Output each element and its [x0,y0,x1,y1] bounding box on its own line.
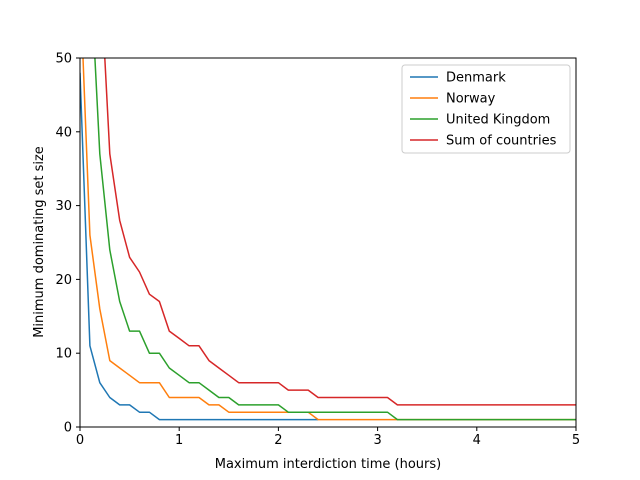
legend-box [401,64,571,154]
y-axis: 0 10 20 30 40 50 [55,52,80,436]
series-line-0 [80,72,319,421]
x-axis: 0 1 2 3 4 5 [76,427,580,448]
x-tick-label: 3 [373,433,381,448]
legend: Denmark Norway United Kingdom Sum of countr… [401,64,571,154]
y-tick-label: 10 [55,347,72,362]
x-tick-label: 0 [76,433,84,448]
x-tick-label: 2 [274,433,282,448]
series-line-3 [104,58,576,406]
y-axis-label: Minimum dominating set size [32,146,47,338]
y-tick-label: 40 [55,125,72,140]
legend-label-2: United Kingdom [446,113,550,128]
y-tick-label: 30 [55,199,72,214]
legend-label-3: Sum of countries [446,134,557,149]
legend-label-1: Norway [446,92,496,107]
plot-lines [80,58,576,421]
x-tick-label: 1 [175,433,183,448]
y-tick-label: 20 [55,273,72,288]
plot-frame [79,57,577,428]
legend-label-0: Denmark [446,71,506,86]
x-tick-label: 5 [572,433,580,448]
y-tick-label: 0 [64,421,72,436]
y-tick-label: 50 [55,52,72,67]
series-line-2 [94,58,576,421]
x-tick-label: 4 [473,433,481,448]
series-line-1 [82,58,576,421]
x-axis-label: Maximum interdiction time (hours) [215,457,442,472]
